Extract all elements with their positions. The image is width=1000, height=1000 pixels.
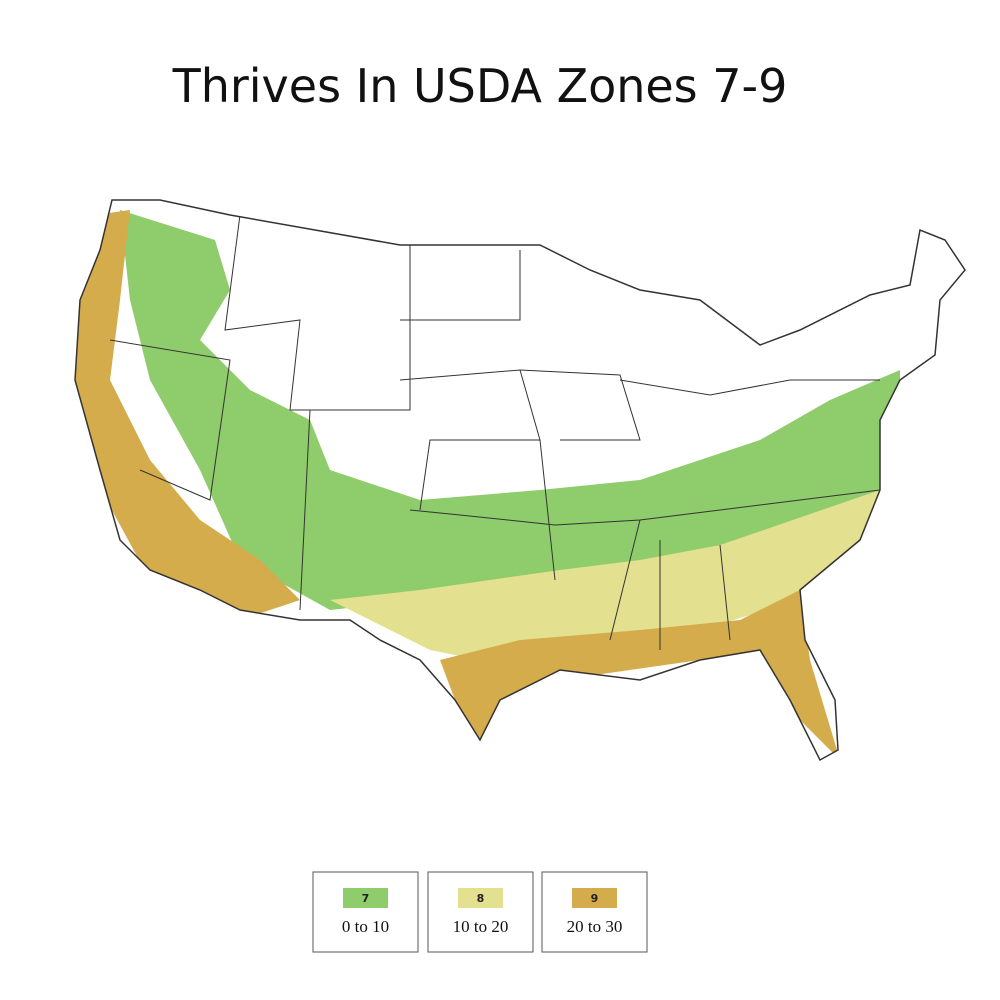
zone-region [330, 490, 880, 660]
zone-region [120, 210, 900, 610]
legend-range: 20 to 30 [567, 917, 623, 936]
legend-box [541, 871, 648, 953]
legend-range: 0 to 10 [342, 917, 389, 936]
legend-swatch [343, 888, 388, 908]
legend-swatch [458, 888, 503, 908]
legend-zone: 8 [477, 892, 485, 905]
map [74, 199, 966, 761]
legend-box [427, 871, 534, 953]
legend-zone: 7 [362, 892, 370, 905]
legend-range: 10 to 20 [453, 917, 509, 936]
zone-region [440, 590, 840, 760]
legend: 7 0 to 10 8 10 to 20 9 20 to 30 [312, 871, 648, 953]
legend-box [312, 871, 419, 953]
zone-region [75, 210, 300, 620]
legend-swatch [572, 888, 617, 908]
legend-zone: 9 [591, 892, 599, 905]
map-title: Thrives In USDA Zones 7-9 [172, 59, 788, 113]
